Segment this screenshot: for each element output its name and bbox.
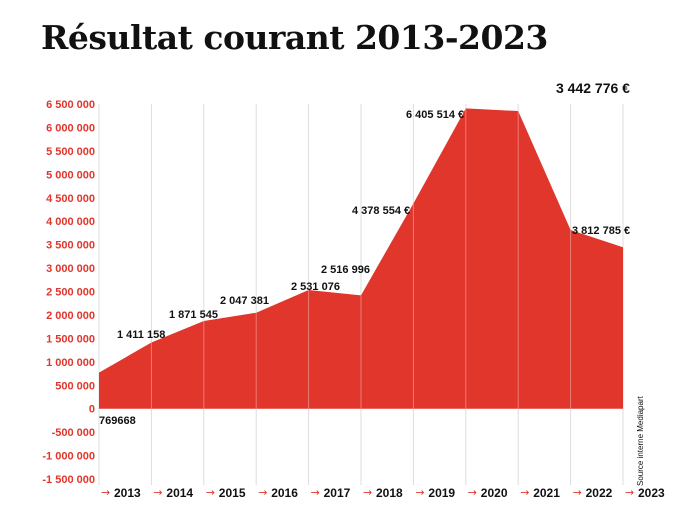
data-label-2015: 1 871 545: [169, 309, 218, 321]
y-tick-label: 4 500 000: [46, 193, 95, 205]
y-tick-label: 2 500 000: [46, 287, 95, 299]
x-tick-label: 2018: [376, 486, 403, 500]
x-tick-arrow-icon: →: [415, 486, 424, 499]
x-tick-label: 2021: [533, 486, 560, 500]
x-tick-label: 2016: [271, 486, 298, 500]
x-tick-arrow-icon: →: [468, 486, 477, 499]
x-tick-arrow-icon: →: [101, 486, 110, 499]
x-tick-label: 2017: [324, 486, 351, 500]
x-tick-label: 2020: [481, 486, 508, 500]
source-note: Source interne Mediapart: [636, 395, 645, 486]
y-tick-label: 1 500 000: [46, 333, 95, 345]
x-tick-label: 2014: [166, 486, 193, 500]
x-tick-label: 2015: [219, 486, 246, 500]
y-tick-label: 3 000 000: [46, 263, 95, 275]
x-tick-arrow-icon: →: [258, 486, 267, 499]
x-tick-arrow-icon: →: [573, 486, 582, 499]
y-tick-label: 6 000 000: [46, 122, 95, 134]
x-axis-labels: → 2013 → 2014 → 2015 → 2016 → 2017 → 2018 → 2019 → 2020…: [101, 486, 665, 500]
y-tick-label: 6 500 000: [46, 99, 95, 111]
y-tick-label: 5 000 000: [46, 169, 95, 181]
x-tick-label: 2013: [114, 486, 141, 500]
y-tick-label: 3 500 000: [46, 240, 95, 252]
x-tick-arrow-icon: →: [520, 486, 529, 499]
y-tick-label: 500 000: [55, 380, 95, 392]
data-label-2017: 2 531 076: [291, 281, 340, 293]
x-tick-arrow-icon: →: [625, 486, 634, 499]
y-tick-label: -1 500 000: [42, 474, 95, 486]
x-tick-arrow-icon: →: [363, 486, 372, 499]
data-label-2022: 3 812 785 €: [572, 225, 630, 237]
y-axis-labels: 6 500 000 6 000 000 5 500 000 5 000 000 4 50…: [42, 99, 95, 486]
data-label-2016: 2 047 381: [220, 295, 269, 307]
y-tick-label: -1 000 000: [42, 451, 95, 463]
x-tick-arrow-icon: →: [153, 486, 162, 499]
x-tick-arrow-icon: →: [311, 486, 320, 499]
x-tick-label: 2023: [638, 486, 665, 500]
y-tick-label: 2 000 000: [46, 310, 95, 322]
data-label-2023: 3 442 776 €: [556, 80, 630, 96]
data-label-2020: 6 405 514 €: [406, 109, 464, 121]
data-label-2014: 1 411 158: [117, 329, 165, 341]
area-series: [99, 108, 623, 409]
x-tick-label: 2022: [586, 486, 613, 500]
y-tick-label: -500 000: [52, 427, 95, 439]
data-label-2013: 769668: [99, 415, 136, 427]
x-tick-arrow-icon: →: [206, 486, 215, 499]
y-tick-label: 1 000 000: [46, 357, 95, 369]
y-tick-label: 0: [89, 404, 95, 416]
y-tick-label: 4 000 000: [46, 216, 95, 228]
x-tick-label: 2019: [428, 486, 455, 500]
data-label-2019: 4 378 554 €: [352, 205, 410, 217]
chart-title: Résultat courant 2013-2023: [41, 18, 548, 57]
y-tick-label: 5 500 000: [46, 146, 95, 158]
data-label-2018: 2 516 996: [321, 264, 370, 276]
